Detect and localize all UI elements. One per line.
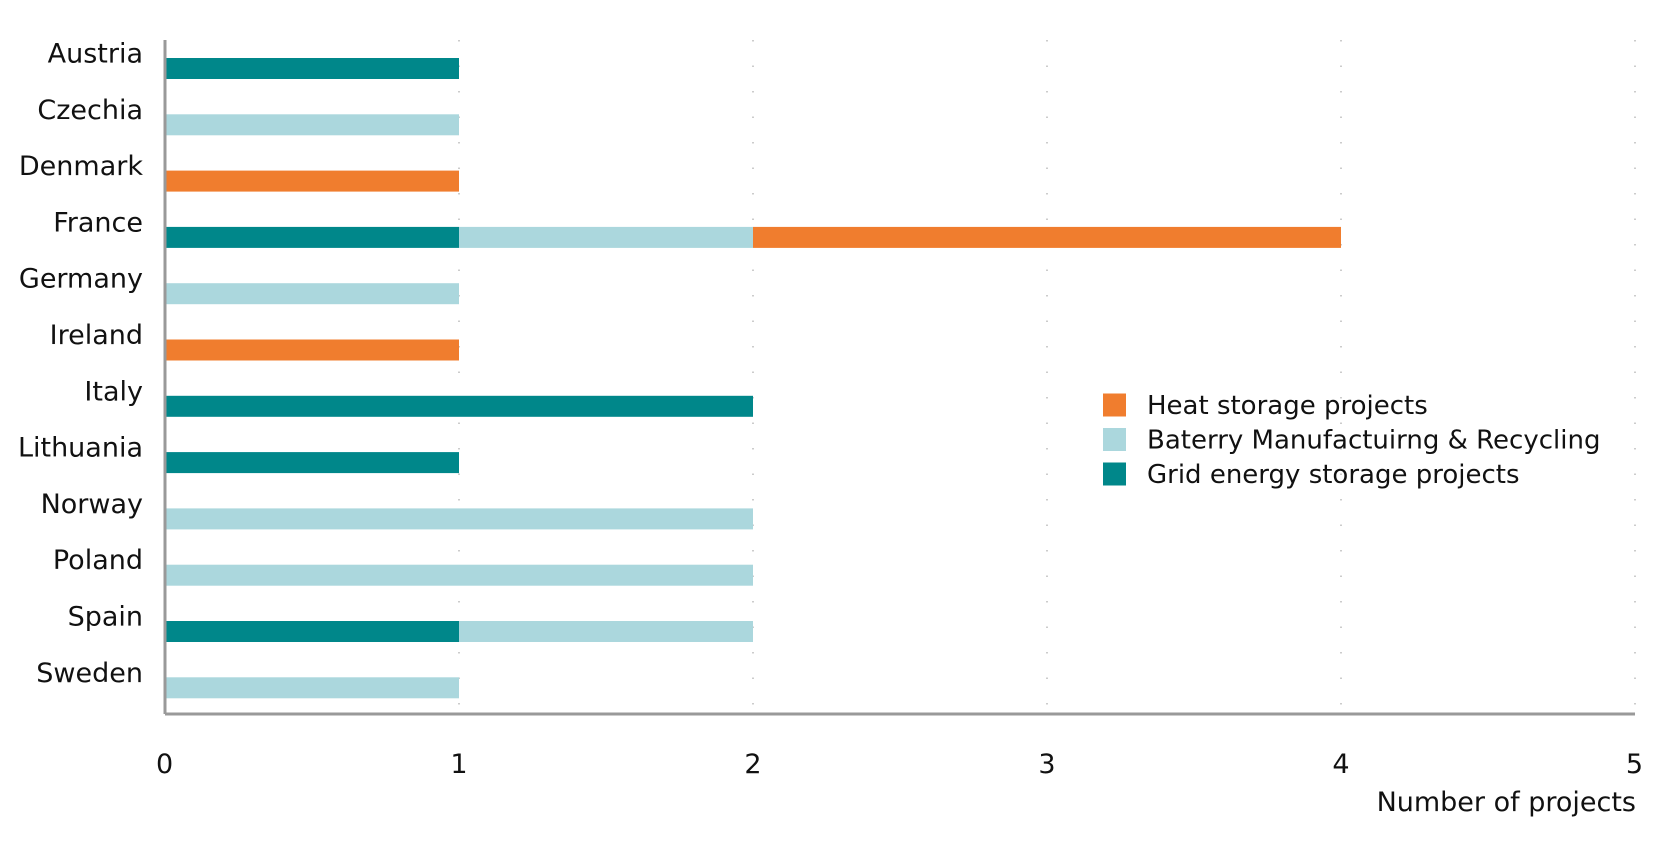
bar-grid-energy-storage-projects-spain	[165, 621, 459, 642]
category-label: Lithuania	[18, 433, 143, 464]
category-label: Norway	[41, 489, 143, 520]
legend-swatch	[1103, 428, 1126, 451]
category-label: Denmark	[19, 151, 143, 182]
bar-baterry-manufactuirng-recycling-norway	[165, 508, 753, 530]
x-tick-label: 1	[450, 749, 467, 780]
bar-heat-storage-projects-france	[753, 226, 1341, 248]
category-label: Austria	[48, 39, 143, 70]
bar-baterry-manufactuirng-recycling-czechia	[165, 114, 459, 136]
bar-grid-energy-storage-projects-france	[165, 226, 459, 248]
category-label: Spain	[68, 602, 143, 633]
bar-baterry-manufactuirng-recycling-germany	[165, 283, 459, 305]
x-tick-label: 3	[1038, 749, 1055, 780]
bar-grid-energy-storage-projects-italy	[165, 395, 753, 417]
bar-baterry-manufactuirng-recycling-sweden	[165, 677, 459, 699]
bar-heat-storage-projects-denmark	[165, 170, 459, 192]
legend-swatch	[1103, 462, 1126, 486]
category-label: Sweden	[36, 658, 143, 689]
category-label: Czechia	[37, 95, 143, 126]
x-tick-label: 5	[1626, 749, 1643, 780]
x-tick-label: 0	[156, 749, 173, 780]
x-tick-label: 2	[744, 749, 761, 780]
category-label: Italy	[84, 376, 143, 407]
legend-label: Grid energy storage projects	[1147, 460, 1520, 490]
legend-label: Heat storage projects	[1147, 391, 1428, 421]
bar-baterry-manufactuirng-recycling-poland	[165, 564, 753, 586]
bar-baterry-manufactuirng-recycling-france	[459, 226, 753, 248]
legend-label: Baterry Manufactuirng & Recycling	[1147, 426, 1600, 456]
bar-grid-energy-storage-projects-lithuania	[165, 452, 459, 474]
category-label: Germany	[19, 264, 143, 295]
category-label: Poland	[53, 545, 143, 576]
category-label: France	[53, 207, 143, 238]
bar-baterry-manufactuirng-recycling-spain	[459, 621, 753, 642]
legend-swatch	[1103, 393, 1126, 417]
x-axis-title: Number of projects	[1377, 787, 1636, 818]
category-label: Ireland	[50, 320, 143, 351]
bar-heat-storage-projects-ireland	[165, 339, 459, 361]
x-tick-label: 4	[1332, 749, 1349, 780]
bar-grid-energy-storage-projects-austria	[165, 58, 459, 79]
